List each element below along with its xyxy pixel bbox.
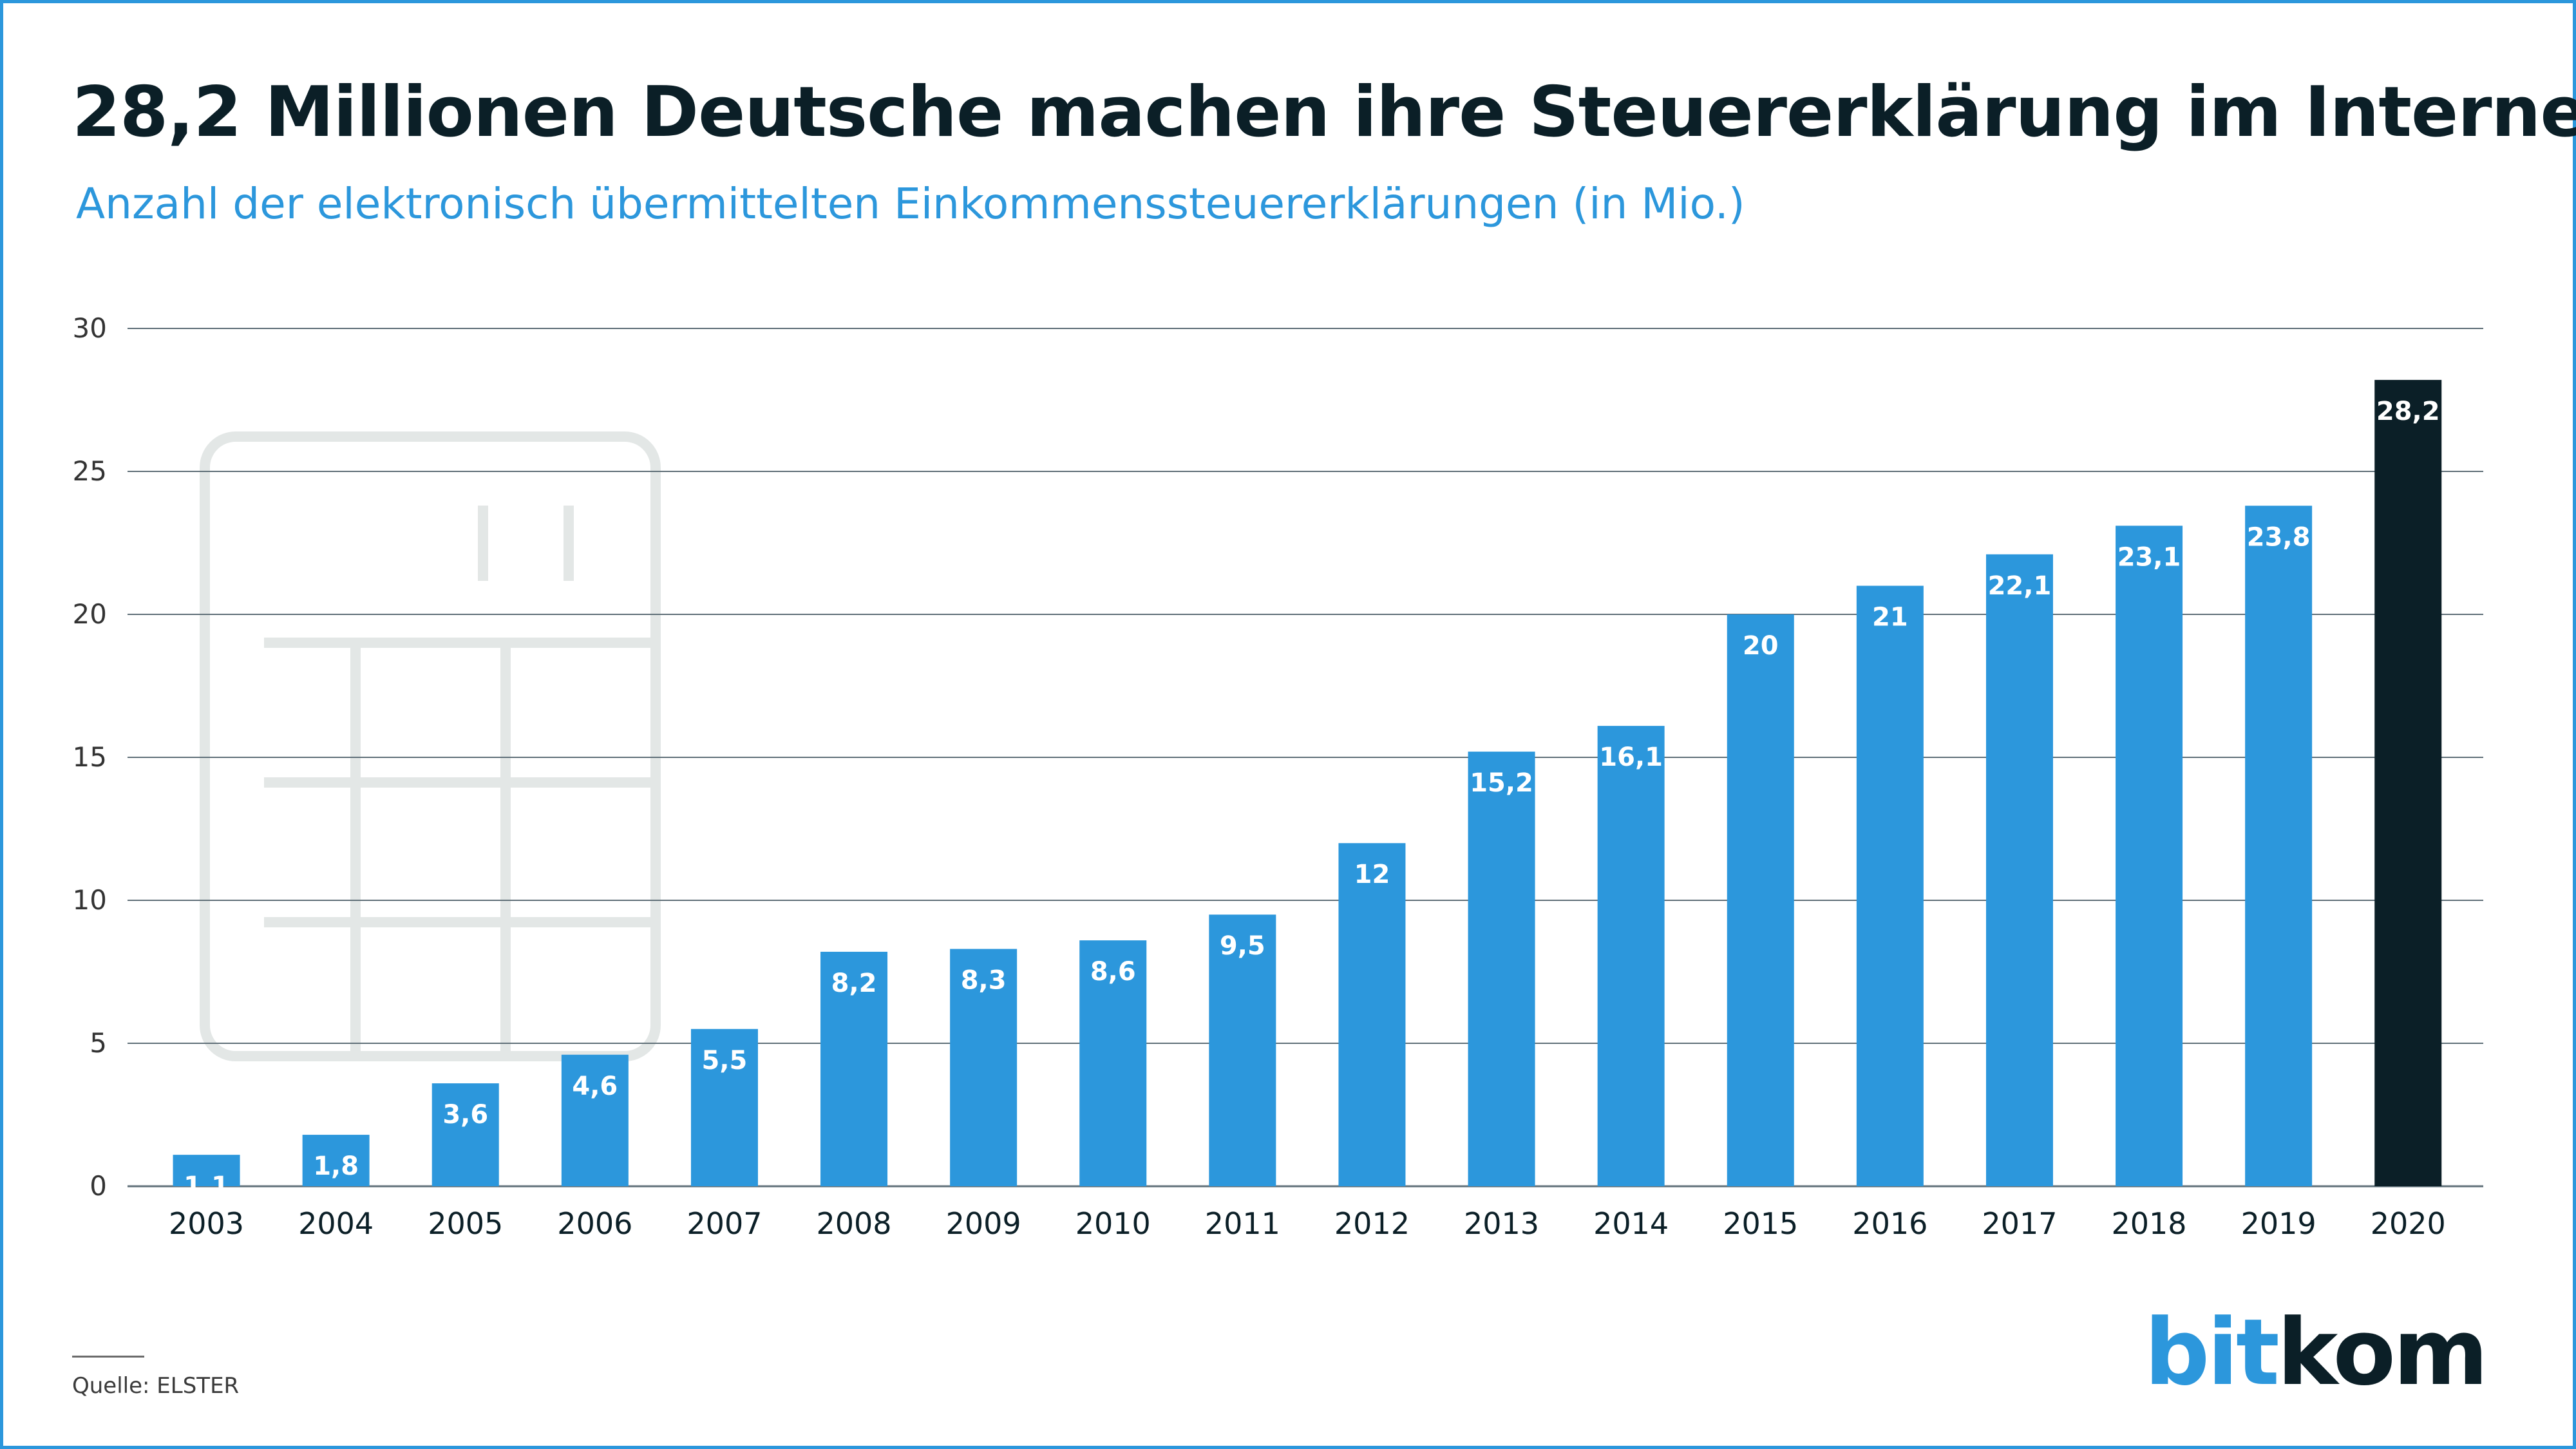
bar-2005	[431, 1083, 499, 1186]
x-tick-label: 2018	[2112, 1206, 2187, 1241]
bar-value-label: 23,1	[2117, 542, 2181, 572]
bar-2015	[1727, 614, 1794, 1186]
x-tick-label: 2014	[1593, 1206, 1669, 1241]
bar-value-label: 20	[1743, 631, 1779, 661]
y-axis-ticks: 0 5 10 15 20 25 30	[73, 312, 107, 1202]
chart-subtitle: Anzahl der elektronisch übermittelten Ei…	[76, 179, 1745, 229]
y-tick-label: 10	[73, 884, 107, 916]
bar-2020	[2374, 379, 2442, 1187]
bar-value-label: 4,6	[572, 1072, 618, 1101]
x-tick-label: 2011	[1205, 1206, 1280, 1241]
x-tick-label: 2009	[946, 1206, 1021, 1241]
x-tick-label: 2004	[298, 1206, 374, 1241]
bar-2004	[302, 1135, 370, 1186]
bar-value-label: 21	[1872, 603, 1908, 632]
bar-value-label: 8,3	[961, 965, 1007, 995]
bar-value-label: 8,2	[831, 969, 877, 998]
y-tick-label: 5	[90, 1027, 107, 1059]
logo-part-kom: kom	[2277, 1300, 2488, 1406]
bar-2017	[1985, 554, 2053, 1186]
y-tick-label: 20	[73, 598, 107, 630]
bar-value-labels: 1,1 1,8 3,6 4,6 5,5 8,2 8,3 8,6 9,5 12 15,2 16,1 20 2…	[184, 397, 2439, 1201]
source-divider	[72, 1356, 144, 1358]
bar-2007	[690, 1028, 758, 1186]
bar-value-label: 23,8	[2247, 522, 2311, 552]
x-tick-label: 2010	[1075, 1206, 1151, 1241]
bars	[173, 379, 2442, 1187]
bar-2010	[1079, 940, 1147, 1186]
bar-value-label: 9,5	[1220, 931, 1265, 961]
source-note: Quelle: ELSTER	[72, 1373, 240, 1399]
bar-2018	[2116, 526, 2183, 1186]
x-tick-label: 2020	[2371, 1206, 2446, 1241]
bar-value-label: 16,1	[1599, 743, 1663, 772]
y-tick-label: 25	[73, 455, 107, 487]
bar-2014	[1597, 726, 1665, 1186]
chart-title: 28,2 Millionen Deutsche machen ihre Steu…	[72, 72, 2576, 153]
tax-form-watermark-icon	[200, 431, 661, 1061]
y-tick-label: 0	[90, 1170, 107, 1202]
bar-2012	[1338, 843, 1406, 1186]
bar-value-label: 28,2	[2376, 397, 2440, 426]
x-tick-label: 2008	[817, 1206, 892, 1241]
bar-value-label: 5,5	[702, 1046, 748, 1075]
x-tick-label: 2013	[1464, 1206, 1539, 1241]
x-tick-label: 2012	[1334, 1206, 1410, 1241]
x-tick-label: 2017	[1982, 1206, 2057, 1241]
bar-2013	[1468, 752, 1535, 1186]
bar-2009	[950, 949, 1018, 1186]
bar-2003	[173, 1155, 240, 1186]
bar-value-label: 12	[1354, 860, 1390, 889]
bar-value-label: 8,6	[1090, 957, 1136, 987]
bar-2008	[820, 951, 888, 1186]
bar-value-label: 22,1	[1988, 571, 2052, 601]
bar-2006	[561, 1054, 629, 1186]
x-tick-label: 2016	[1852, 1206, 1927, 1241]
bar-2016	[1856, 585, 1924, 1186]
x-tick-label: 2005	[428, 1206, 503, 1241]
bar-value-label: 3,6	[442, 1100, 488, 1130]
x-tick-label: 2015	[1723, 1206, 1798, 1241]
y-tick-label: 15	[73, 741, 107, 773]
bar-value-label: 1,1	[184, 1171, 229, 1201]
bar-2019	[2245, 506, 2313, 1186]
bar-value-label: 15,2	[1470, 768, 1533, 798]
gridlines	[128, 328, 2483, 1188]
x-tick-label: 2007	[687, 1206, 762, 1241]
logo-part-bit: bit	[2144, 1300, 2280, 1406]
bitkom-logo: bitkom	[2145, 1307, 2488, 1399]
bar-2011	[1209, 914, 1276, 1186]
bar-value-label: 1,8	[313, 1151, 359, 1181]
x-tick-label: 2003	[169, 1206, 244, 1241]
x-axis-ticks: 2003 2004 2005 2006 2007 2008 2009 2010 2011 2012…	[169, 1206, 2446, 1241]
y-tick-label: 30	[73, 312, 107, 344]
x-tick-label: 2006	[557, 1206, 632, 1241]
x-tick-label: 2019	[2241, 1206, 2316, 1241]
